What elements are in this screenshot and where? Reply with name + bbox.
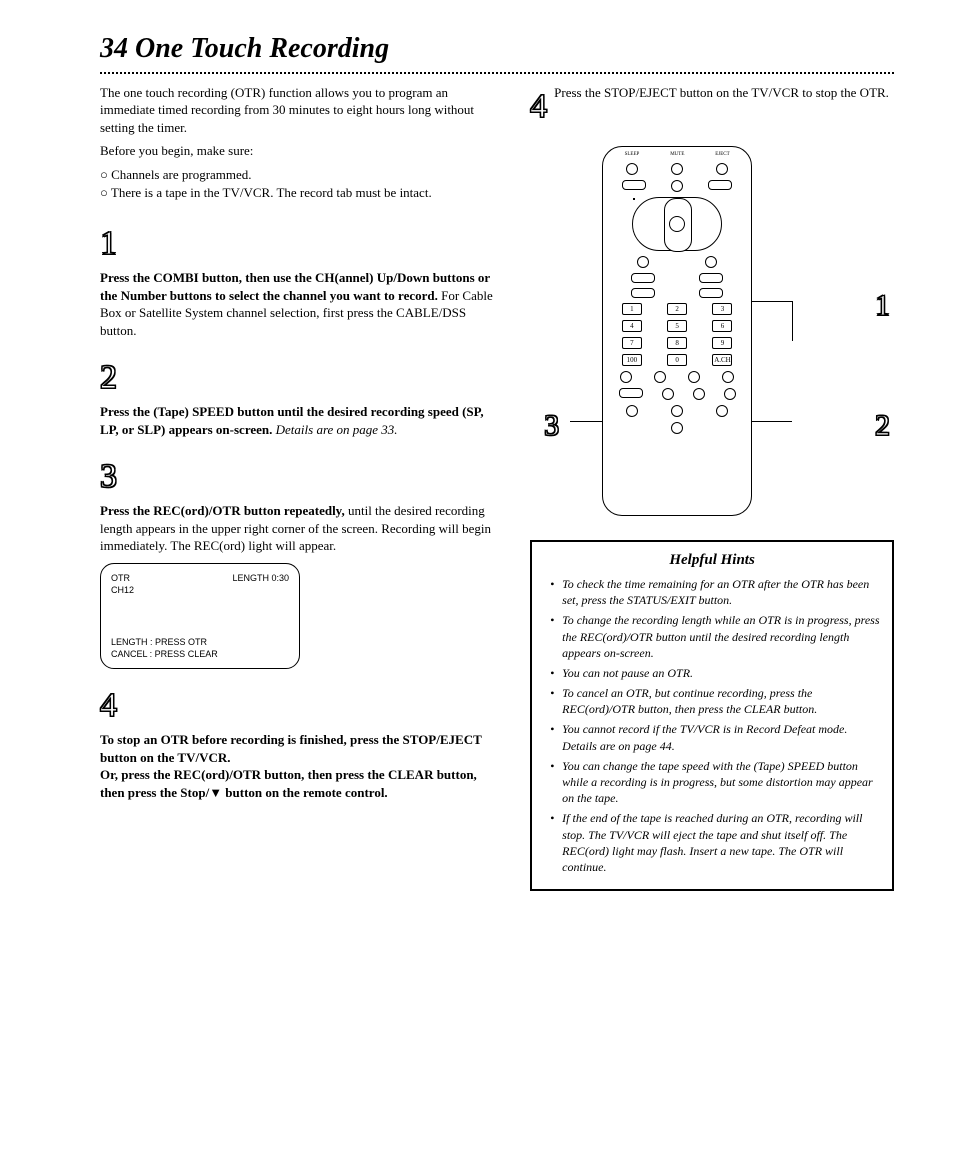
callout-1: 1: [875, 286, 890, 327]
btn-f: [716, 405, 728, 417]
screen-display: OTR LENGTH 0:30 CH12 LENGTH : PRESS OTR …: [100, 563, 300, 670]
step-4-line1: To stop an OTR before recording is finis…: [100, 732, 482, 765]
page-title: 34 One Touch Recording: [100, 30, 894, 68]
hint-3: You can not pause an OTR.: [552, 665, 882, 681]
dpad-center: [669, 216, 685, 232]
key-7: 7: [622, 337, 642, 349]
step-2-ital: Details are on page 33.: [272, 422, 397, 437]
intro-text: The one touch recording (OTR) function a…: [100, 84, 502, 137]
btn-a: [662, 388, 674, 400]
btn-c2: [724, 388, 736, 400]
right-step-4-text: Press the STOP/EJECT button on the TV/VC…: [554, 84, 889, 102]
before-begin-label: Before you begin, make sure:: [100, 142, 502, 160]
btn-power: [671, 180, 683, 192]
step-4-number: 4: [100, 683, 116, 729]
step-1-number: 1: [100, 221, 116, 267]
btn-vcrplus: [708, 180, 732, 190]
callout-line-3: [570, 421, 602, 422]
btn-slow: [637, 256, 649, 268]
key-1: 1: [622, 303, 642, 315]
btn-e: [671, 405, 683, 417]
btn-status: [631, 273, 655, 283]
screen-length: LENGTH 0:30: [232, 572, 289, 584]
step-3-number: 3: [100, 454, 116, 500]
btn-speed: [654, 371, 666, 383]
dpad: [632, 197, 722, 251]
btn-g: [671, 422, 683, 434]
hint-5: You cannot record if the TV/VCR is in Re…: [552, 721, 882, 753]
btn-y: [722, 371, 734, 383]
step-4-body: To stop an OTR before recording is finis…: [100, 731, 502, 801]
remote-outline: SLEEP MUTE EJECT 1 2 3 4 5 6 7 8 9 100 0 A.CH: [602, 146, 752, 516]
label-mute: MUTE: [670, 152, 684, 159]
step-1-bold: Press the COMBI button, then use the CH(…: [100, 270, 490, 303]
screen-ch: CH12: [111, 584, 289, 596]
btn-mute: [671, 163, 683, 175]
btn-input: [622, 180, 646, 190]
key-6: 6: [712, 320, 732, 332]
hints-title: Helpful Hints: [542, 550, 882, 570]
right-step-4-number: 4: [530, 84, 546, 130]
hint-4: To cancel an OTR, but continue recording…: [552, 685, 882, 717]
right-column: 4 Press the STOP/EJECT button on the TV/…: [530, 84, 894, 891]
hint-7: If the end of the tape is reached during…: [552, 810, 882, 875]
key-8: 8: [667, 337, 687, 349]
step-4-line2: Or, press the REC(ord)/OTR button, then …: [100, 767, 477, 800]
callout-3: 3: [544, 406, 559, 447]
step-2-body: Press the (Tape) SPEED button until the …: [100, 403, 502, 438]
key-5: 5: [667, 320, 687, 332]
btn-d: [626, 405, 638, 417]
btn-sleep: [626, 163, 638, 175]
bullet-2: There is a tape in the TV/VCR. The recor…: [100, 184, 502, 202]
step-2-number: 2: [100, 355, 116, 401]
btn-b: [693, 388, 705, 400]
page-number: 34: [100, 33, 128, 64]
label-eject: EJECT: [715, 152, 729, 159]
step-3-bold: Press the REC(ord)/OTR button repeatedly…: [100, 503, 345, 518]
hints-list: To check the time remaining for an OTR a…: [542, 576, 882, 875]
key-0: 0: [667, 354, 687, 366]
hint-1: To check the time remaining for an OTR a…: [552, 576, 882, 608]
title-rule: [100, 72, 894, 74]
btn-rec: [620, 371, 632, 383]
title-text: One Touch Recording: [135, 33, 389, 64]
callout-line-1b: [792, 301, 793, 341]
btn-combi: [619, 388, 643, 398]
label-sleep: SLEEP: [625, 152, 640, 159]
hint-2: To change the recording length while an …: [552, 612, 882, 661]
key-3: 3: [712, 303, 732, 315]
key-100: 100: [622, 354, 642, 366]
callout-2: 2: [875, 406, 890, 447]
key-4: 4: [622, 320, 642, 332]
callout-line-1a: [752, 301, 792, 302]
btn-x: [688, 371, 700, 383]
key-2: 2: [667, 303, 687, 315]
screen-line1: LENGTH : PRESS OTR: [111, 636, 289, 648]
remote-diagram: SLEEPMUTEEJECT 123 456 789 1000A.CH 1 2 …: [530, 146, 894, 526]
step-3-body: Press the REC(ord)/OTR button repeatedly…: [100, 502, 502, 555]
key-9: 9: [712, 337, 732, 349]
btn-vol: [631, 288, 655, 298]
btn-clear: [705, 256, 717, 268]
screen-line2: CANCEL : PRESS CLEAR: [111, 648, 289, 660]
btn-eject: [716, 163, 728, 175]
key-ach: A.CH: [712, 354, 732, 366]
before-begin-list: Channels are programmed. There is a tape…: [100, 166, 502, 201]
left-column: The one touch recording (OTR) function a…: [100, 84, 502, 891]
screen-otr: OTR: [111, 572, 130, 584]
helpful-hints-box: Helpful Hints To check the time remainin…: [530, 540, 894, 891]
hint-6: You can change the tape speed with the (…: [552, 758, 882, 807]
btn-menu: [699, 273, 723, 283]
bullet-1: Channels are programmed.: [100, 166, 502, 184]
step-1-body: Press the COMBI button, then use the CH(…: [100, 269, 502, 339]
callout-line-2: [752, 421, 792, 422]
btn-ch: [699, 288, 723, 298]
